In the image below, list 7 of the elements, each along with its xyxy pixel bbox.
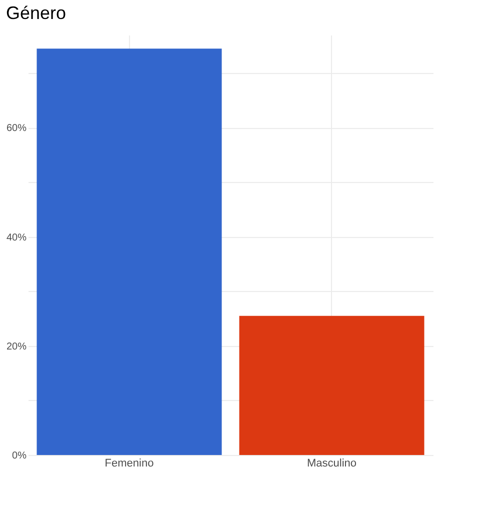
y-tick-label: 20% <box>6 341 27 352</box>
x-tick-label: Femenino <box>104 458 154 470</box>
y-tick-label: 60% <box>6 123 27 134</box>
x-tick-label: Masculino <box>306 458 357 470</box>
y-tick-label: 40% <box>6 232 27 244</box>
chart-title: Género <box>6 3 66 23</box>
y-tick-label: 0% <box>12 450 27 462</box>
